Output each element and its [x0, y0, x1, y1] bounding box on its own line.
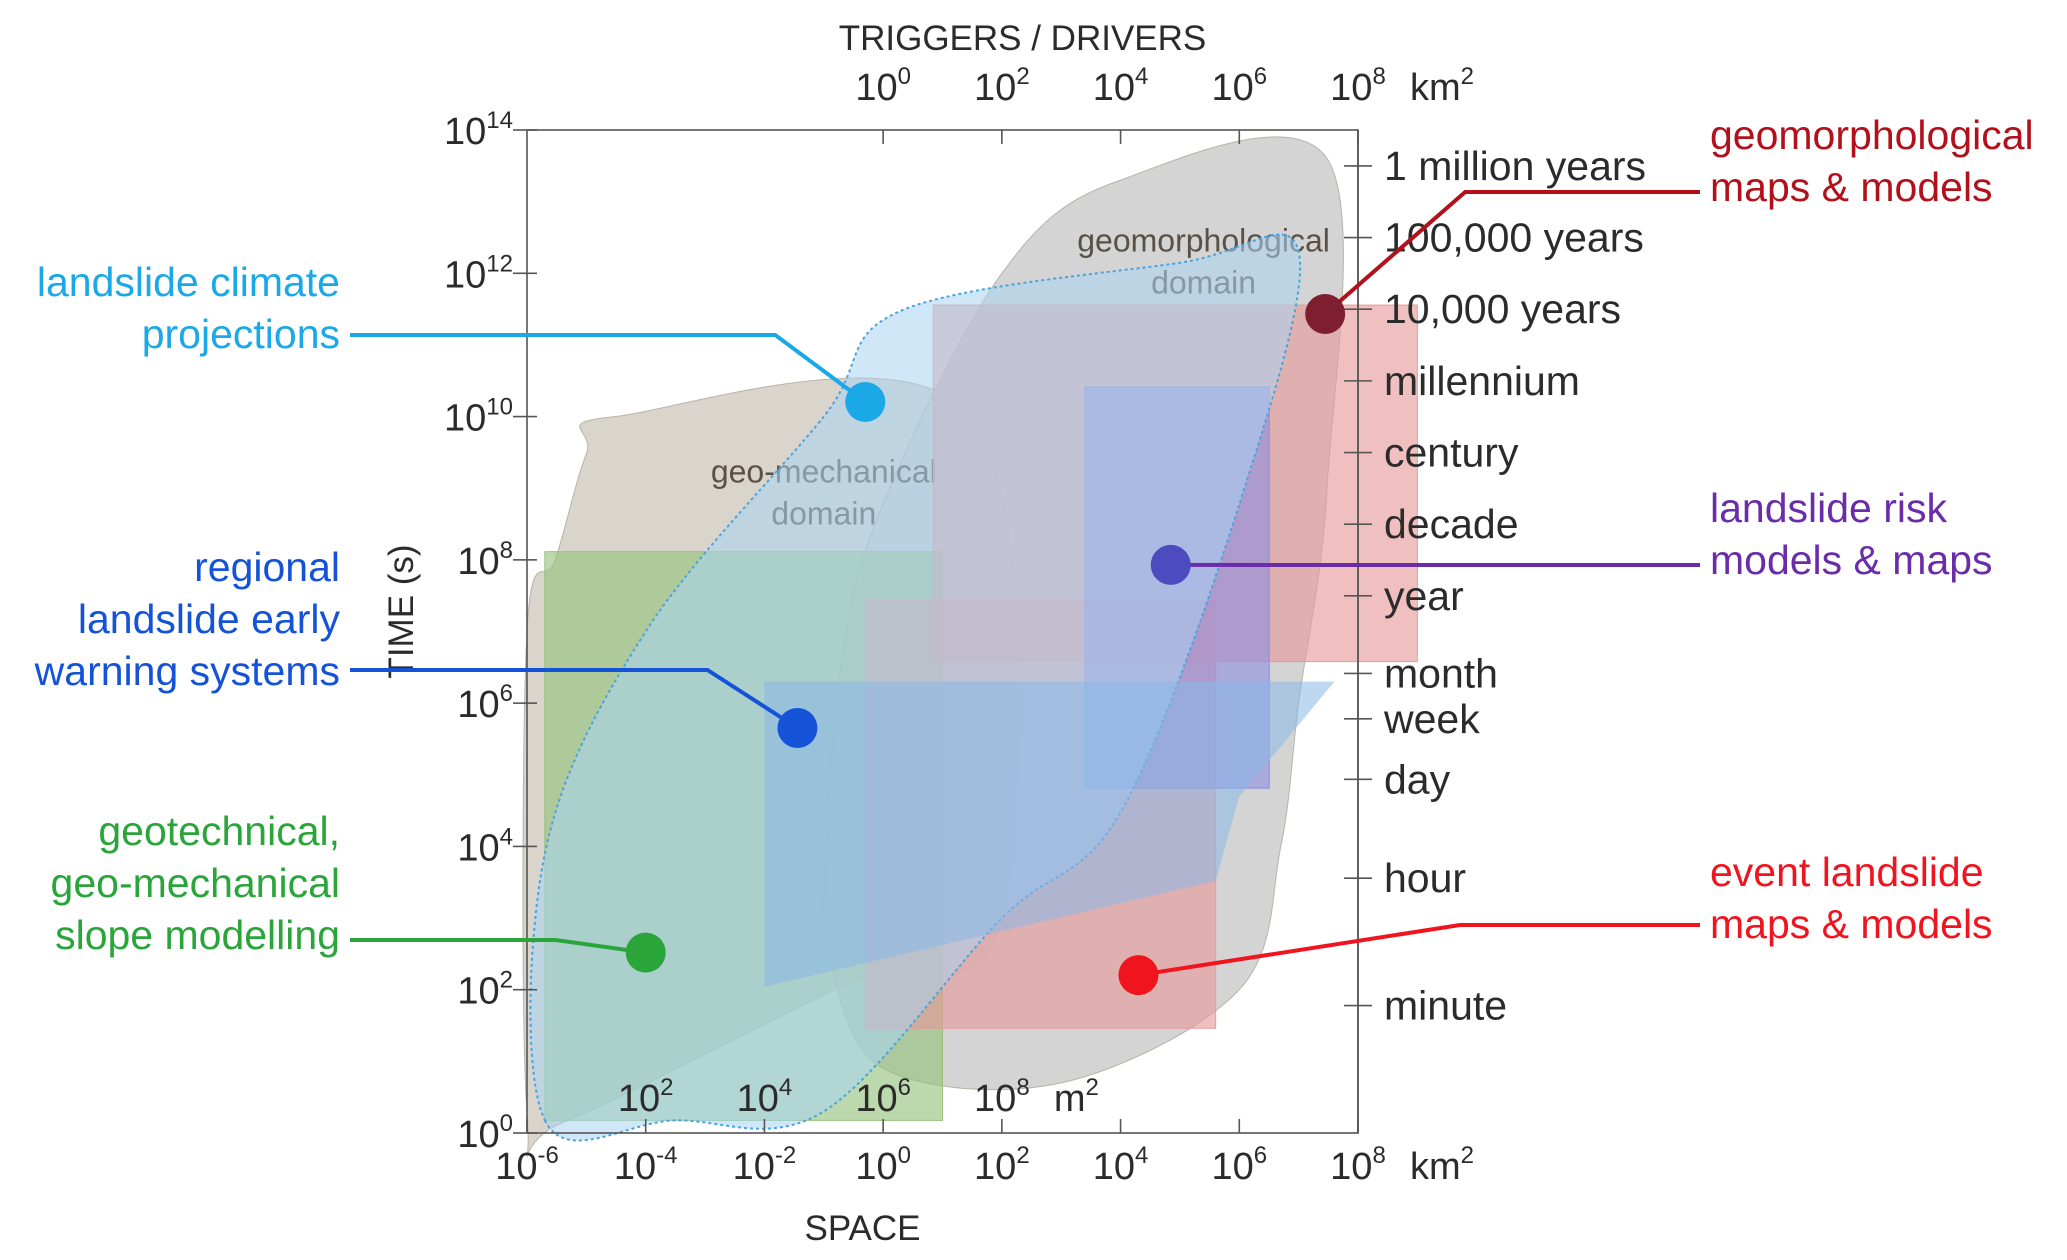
time-label-6: year: [1384, 573, 1464, 619]
y-tick-label-3: 106: [457, 680, 513, 726]
series-leader-4: [350, 938, 646, 955]
x-top-unit-label: km2: [1410, 63, 1474, 109]
polygon-layer: [529, 233, 1335, 1142]
y-tick-label-5: 1010: [444, 394, 513, 440]
series-point-3: [1150, 544, 1191, 585]
x-top-tick-label-0: 100: [855, 63, 911, 109]
series-point-2: [777, 707, 818, 748]
time-label-1: 100,000 years: [1384, 215, 1644, 261]
series-label-2-1: landslide early: [78, 596, 341, 642]
x-top-tick-label-2: 104: [1093, 63, 1149, 109]
y-tick-label-6: 1012: [444, 250, 513, 296]
time-label-11: minute: [1384, 983, 1507, 1029]
series-label-0-0: landslide climate: [37, 259, 340, 305]
time-label-10: hour: [1384, 855, 1466, 901]
y-tick-label-1: 102: [457, 967, 513, 1013]
overlay-region-1: [764, 681, 1335, 987]
x-axis-title: SPACE: [804, 1209, 920, 1248]
series-leader-2: [350, 668, 799, 730]
x-top-tick-label-3: 106: [1211, 63, 1267, 109]
series-label-4-0: geotechnical,: [98, 808, 340, 854]
y-tick-label-4: 108: [457, 537, 513, 583]
x-tick-label-7: 108: [1330, 1142, 1386, 1188]
series-label-4-2: slope modelling: [55, 912, 340, 958]
time-label-9: day: [1384, 756, 1451, 802]
series-label-3-1: models & maps: [1710, 537, 1993, 583]
series-callout-1: geomorphological maps & models: [1305, 112, 2034, 335]
series-label-3-0: landslide risk: [1710, 485, 1947, 531]
series-callout-3: landslide risk models & maps: [1150, 485, 1993, 585]
x-top-tick-label-4: 108: [1330, 63, 1386, 109]
series-leader-1: [1323, 190, 1700, 316]
series-leader-5: [1138, 923, 1700, 978]
series-label-2-2: warning systems: [34, 648, 340, 694]
x-inner-tick-label-0: 102: [618, 1074, 674, 1120]
y-tick-label-0: 100: [457, 1110, 513, 1156]
series-point-5: [1118, 955, 1159, 996]
series-label-0-1: projections: [142, 311, 340, 357]
x-unit-label: km2: [1410, 1142, 1474, 1188]
x-tick-label-3: 100: [855, 1142, 911, 1188]
series-label-1-0: geomorphological: [1710, 112, 2034, 158]
x-tick-label-4: 102: [974, 1142, 1030, 1188]
top-axis-title: TRIGGERS / DRIVERS: [839, 19, 1207, 58]
x-inner-tick-label-3: 108: [974, 1074, 1030, 1120]
x-tick-label-1: 10-4: [614, 1142, 678, 1188]
category-layer: landslide climate projections geomorpholog…: [34, 112, 2034, 996]
x-tick-label-6: 106: [1211, 1142, 1267, 1188]
series-label-2-0: regional: [194, 544, 340, 590]
series-callout-4: geotechnical, geo-mechanical slope modelli…: [51, 808, 666, 973]
x-inner-tick-label-2: 106: [855, 1074, 911, 1120]
time-label-2: 10,000 years: [1384, 286, 1621, 332]
x-top-tick-label-1: 102: [974, 63, 1030, 109]
y-tick-label-2: 104: [457, 823, 513, 869]
time-label-8: week: [1383, 696, 1480, 742]
x-tick-label-0: 10-6: [495, 1142, 559, 1188]
series-leader-0: [350, 333, 867, 404]
series-point-0: [845, 381, 886, 422]
x-tick-label-5: 104: [1093, 1142, 1149, 1188]
time-label-4: century: [1384, 430, 1519, 476]
y-axis-title: TIME (s): [382, 544, 421, 678]
series-label-5-1: maps & models: [1710, 901, 1993, 947]
series-callout-0: landslide climate projections: [37, 259, 886, 422]
time-label-0: 1 million years: [1384, 143, 1646, 189]
series-label-4-1: geo-mechanical: [51, 860, 340, 906]
series-callout-2: regional landslide early warning systems: [34, 544, 818, 748]
y-tick-label-7: 1014: [444, 107, 513, 153]
x-inner-tick-label-1: 104: [737, 1074, 793, 1120]
time-label-3: millennium: [1384, 358, 1580, 404]
series-label-5-0: event landslide: [1710, 849, 1984, 895]
x-inner-unit-label: m2: [1054, 1074, 1099, 1120]
time-label-5: decade: [1384, 501, 1519, 547]
x-tick-label-2: 10-2: [733, 1142, 797, 1188]
series-callout-5: event landslide maps & models: [1118, 849, 1993, 996]
time-label-7: month: [1384, 650, 1498, 696]
series-point-4: [625, 932, 666, 973]
series-point-1: [1305, 294, 1346, 335]
series-label-1-1: maps & models: [1710, 164, 1993, 210]
axes-layer: 10-6 10-4 10-2 100 102 104 106 108 km2 100 102 104 1…: [382, 19, 1646, 1248]
